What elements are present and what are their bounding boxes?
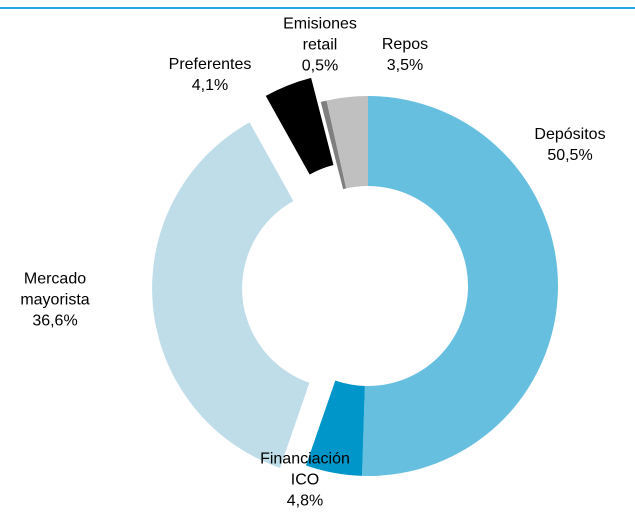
- category-label: Depósitos: [534, 126, 606, 143]
- data-label: Financiación ICO 4,8%: [250, 449, 360, 512]
- value-label: 4,1%: [191, 77, 229, 94]
- donut-segment: [320, 100, 347, 190]
- category-label: Financiación ICO: [260, 450, 350, 489]
- category-label: Mercado mayorista: [20, 270, 90, 309]
- value-label: 3,5%: [386, 57, 424, 74]
- value-label: 36,6%: [32, 312, 78, 330]
- donut-segment: [265, 77, 334, 175]
- category-label: Preferentes: [168, 56, 252, 73]
- donut-segment: [326, 96, 368, 189]
- data-label: Mercado mayorista 36,6%: [8, 269, 103, 332]
- data-label: Repos 3,5%: [365, 34, 445, 76]
- donut-segment: [305, 380, 365, 476]
- donut-segment: [152, 122, 310, 468]
- value-label: 4,8%: [286, 492, 324, 510]
- donut-segment: [362, 96, 558, 476]
- value-label: 0,5%: [301, 57, 339, 75]
- category-label: Repos: [381, 36, 429, 53]
- data-label: Preferentes 4,1%: [150, 54, 270, 96]
- value-label: 50,5%: [547, 147, 593, 164]
- data-label: Depósitos 50,5%: [510, 124, 630, 166]
- category-label: Emisiones retail: [283, 15, 357, 54]
- data-label: Emisiones retail 0,5%: [273, 14, 368, 77]
